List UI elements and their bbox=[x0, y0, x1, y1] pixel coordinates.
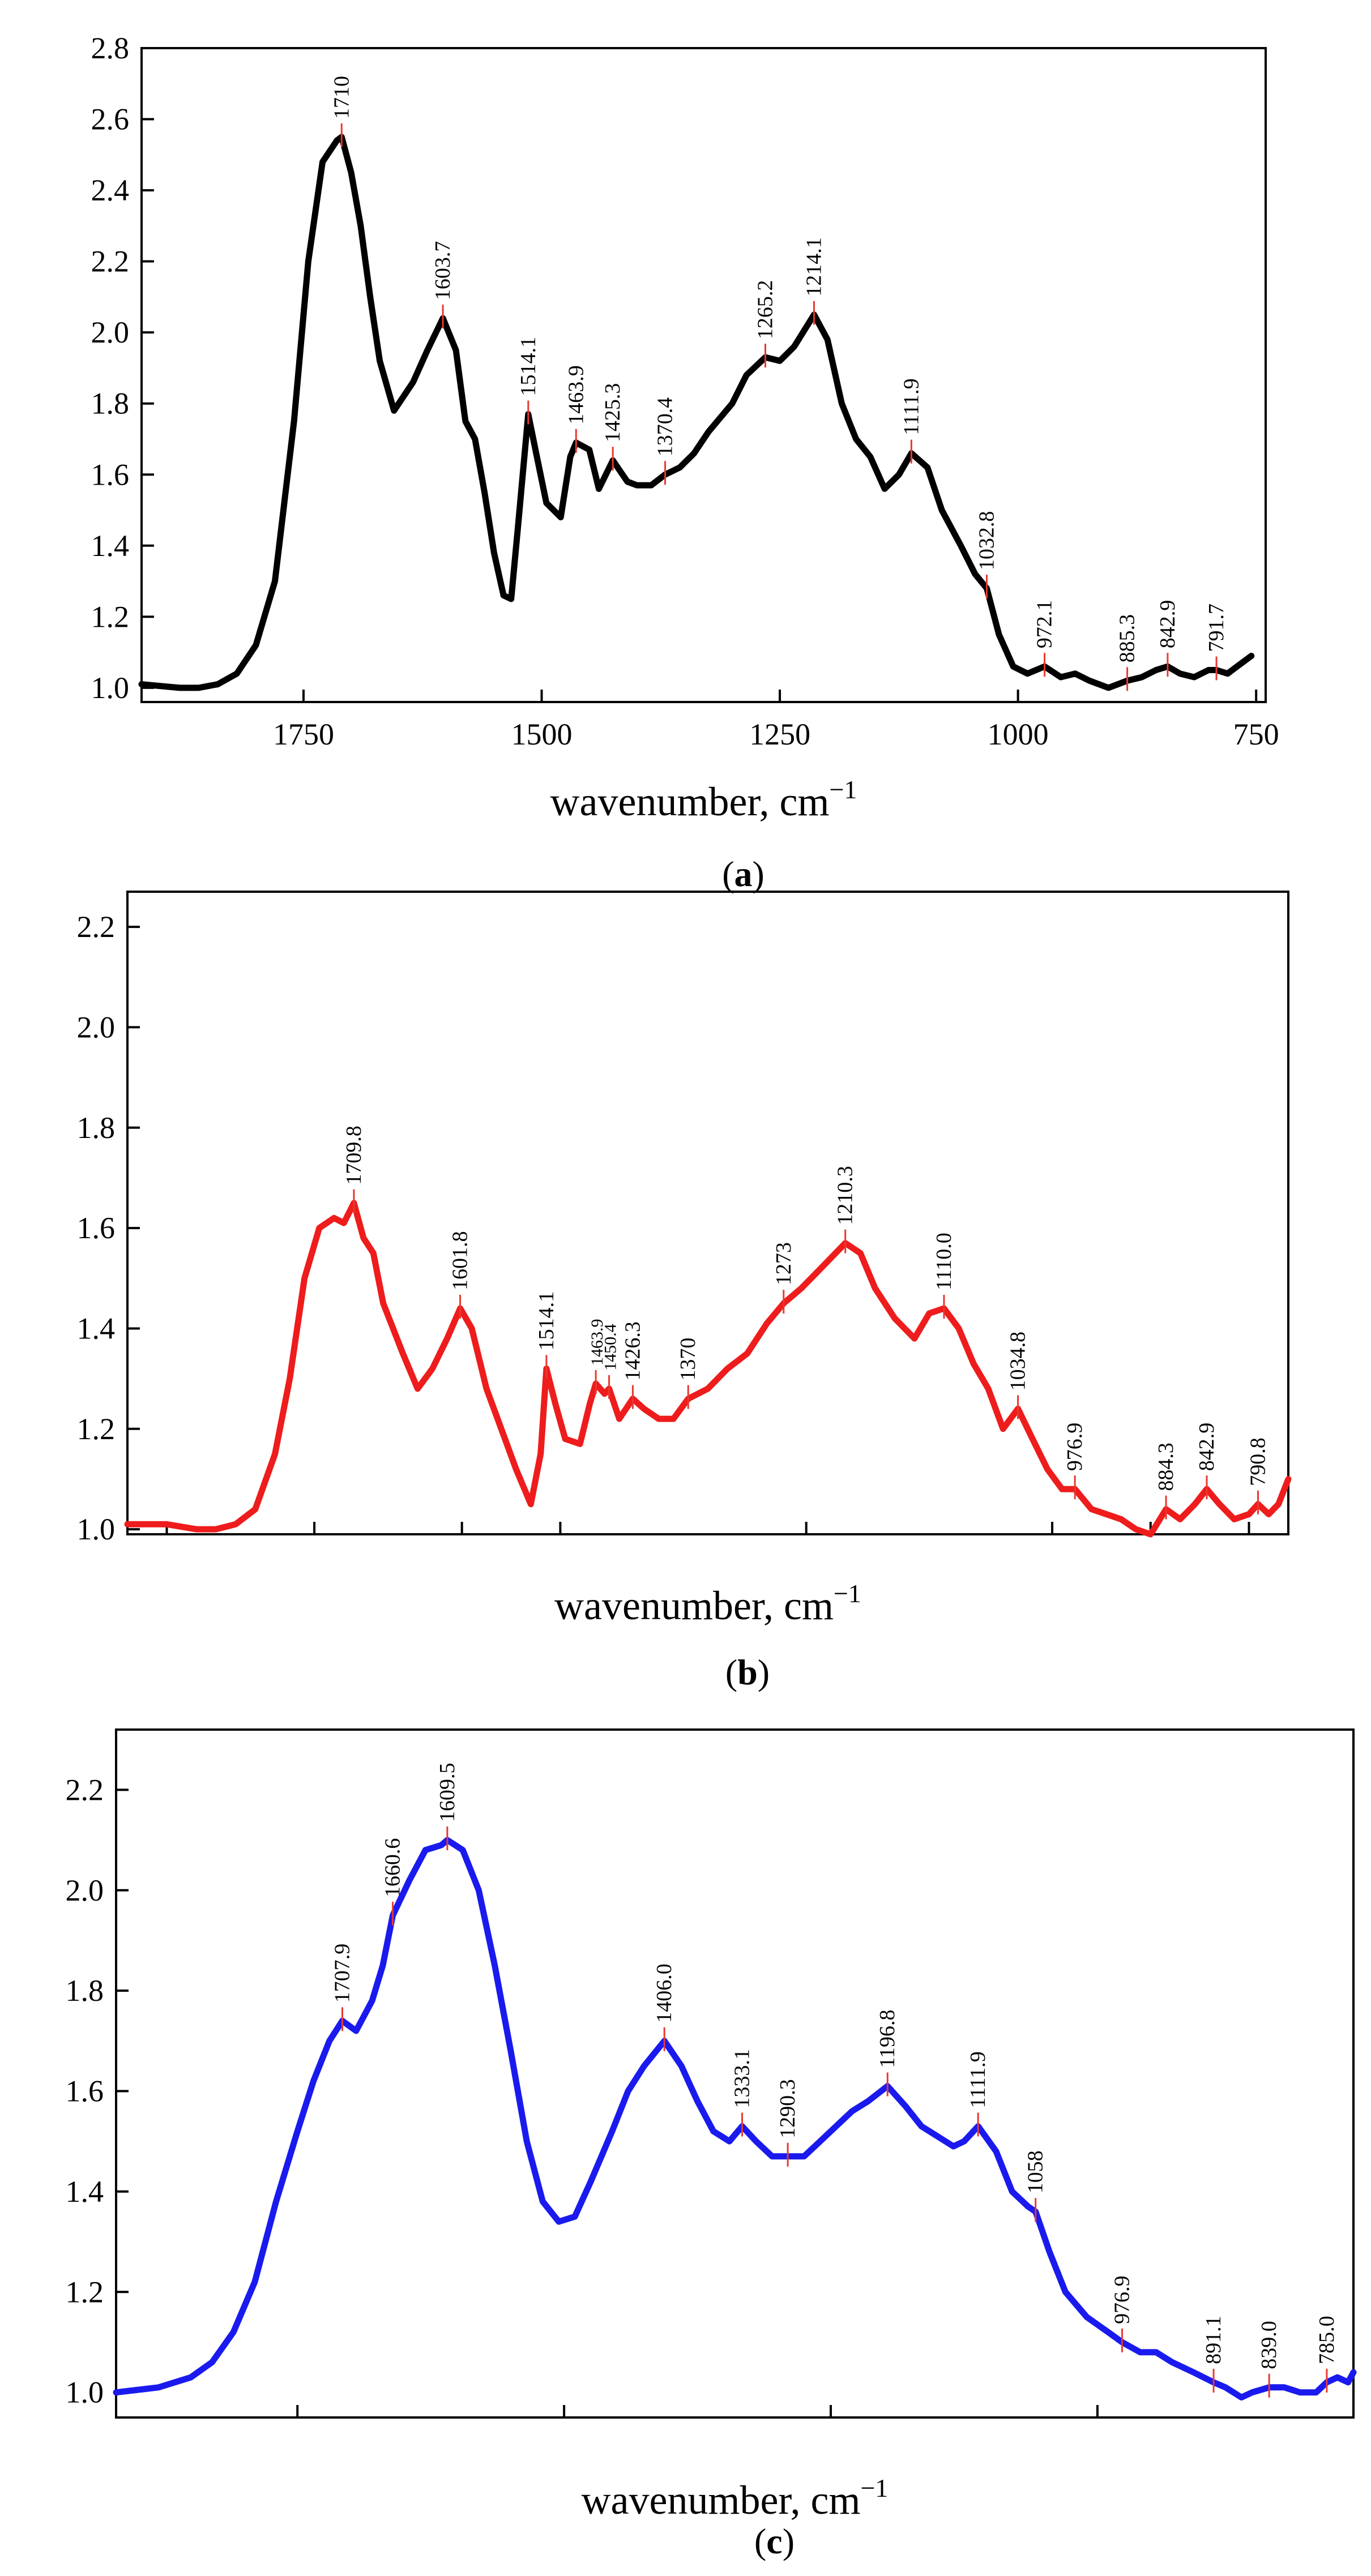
x-tick-label: 1000 bbox=[988, 717, 1049, 751]
panel-letter: b bbox=[737, 1652, 758, 1692]
y-tick-label: 1.6 bbox=[91, 457, 130, 491]
y-tick-label: 2.2 bbox=[77, 910, 116, 944]
x-axis-title: wavenumber, cm−1 bbox=[550, 775, 857, 824]
peak-label: 1603.7 bbox=[431, 241, 455, 301]
peak-label: 1214.1 bbox=[802, 237, 826, 297]
y-tick-label: 2.2 bbox=[66, 1773, 104, 1807]
y-tick-label: 2.8 bbox=[91, 31, 130, 65]
panel-letter: c bbox=[766, 2521, 782, 2561]
peak-label: 1426.3 bbox=[621, 1321, 644, 1381]
peak-label: 1707.9 bbox=[331, 1944, 355, 2003]
peak-label: 1609.5 bbox=[435, 1763, 459, 1822]
spectrum-line bbox=[138, 134, 1255, 691]
y-tick-label: 2.0 bbox=[91, 315, 130, 349]
peak-label: 790.8 bbox=[1246, 1437, 1270, 1486]
plot-frame bbox=[140, 47, 1267, 703]
x-tick-label: 1250 bbox=[749, 717, 810, 751]
y-tick-label: 2.6 bbox=[91, 102, 130, 136]
panel-c: 1.0 1.2 1.4 1.6 1.8 2.0 2.2 1707.9 1660.6 1609.5 1… bbox=[66, 1728, 1357, 2561]
peak-label: 1463.9 bbox=[588, 1319, 607, 1366]
spectrum-line bbox=[113, 1837, 1357, 2400]
peak-label: 1601.8 bbox=[449, 1231, 472, 1290]
x-axis-title-superscript: −1 bbox=[829, 775, 857, 804]
panel-a: 1.0 1.2 1.4 1.6 1.8 2.0 2.2 2.4 2.6 2.8 1750 1500 12… bbox=[91, 31, 1279, 894]
x-axis-title-superscript: −1 bbox=[834, 1579, 861, 1608]
panel-label: (c) bbox=[754, 2521, 795, 2561]
panel-b: 1.0 1.2 1.4 1.6 1.8 2.0 2.2 1709.8 1601.8 1514.1 1… bbox=[77, 891, 1292, 1692]
y-tick-label: 1.4 bbox=[91, 529, 130, 563]
y-tick-label: 2.4 bbox=[91, 173, 130, 207]
x-axis-title: wavenumber, cm−1 bbox=[582, 2474, 889, 2523]
y-tick-label: 1.6 bbox=[66, 2074, 104, 2108]
plot-frame bbox=[115, 1728, 1355, 2419]
peak-label: 976.9 bbox=[1110, 2275, 1134, 2324]
peak-label: 1370.4 bbox=[654, 397, 677, 457]
x-axis-title-text: wavenumber, cm bbox=[550, 779, 830, 824]
peak-label: 891.1 bbox=[1202, 2316, 1225, 2364]
y-tick-label: 1.2 bbox=[66, 2275, 104, 2309]
peak-label: 1290.3 bbox=[776, 2079, 800, 2138]
y-tick-label: 2.0 bbox=[66, 1873, 104, 1907]
peak-label: 1710 bbox=[330, 76, 353, 119]
y-tick-label: 1.8 bbox=[66, 1974, 104, 2008]
y-tick-label: 1.2 bbox=[91, 600, 130, 634]
peak-label: 1210.3 bbox=[834, 1166, 857, 1225]
peak-label: 785.0 bbox=[1315, 2316, 1339, 2364]
peak-label: 1265.2 bbox=[754, 280, 778, 340]
panel-label: (a) bbox=[722, 854, 764, 894]
y-tick-label: 1.0 bbox=[91, 671, 130, 705]
y-tick-label: 1.4 bbox=[77, 1311, 116, 1345]
peak-label: 972.1 bbox=[1033, 600, 1057, 649]
peak-label: 1425.3 bbox=[601, 383, 625, 443]
y-tick-label: 1.4 bbox=[66, 2175, 104, 2209]
y-tick-label: 2.2 bbox=[91, 245, 130, 279]
peak-label: 839.0 bbox=[1257, 2321, 1281, 2369]
y-tick-label: 1.0 bbox=[77, 1512, 116, 1546]
y-tick-label: 2.0 bbox=[77, 1010, 116, 1044]
x-axis-title-text: wavenumber, cm bbox=[554, 1583, 834, 1628]
peak-label: 1111.9 bbox=[966, 2051, 990, 2108]
plot-frame bbox=[126, 891, 1289, 1535]
peak-label: 884.3 bbox=[1154, 1443, 1178, 1491]
peak-label: 1032.8 bbox=[975, 511, 998, 571]
y-tick-label: 1.2 bbox=[77, 1412, 116, 1446]
peak-label: 1709.8 bbox=[342, 1126, 366, 1185]
y-tick-label: 1.6 bbox=[77, 1211, 116, 1245]
peak-label: 791.7 bbox=[1205, 604, 1228, 652]
peak-label: 1406.0 bbox=[652, 1963, 676, 2023]
peak-label: 1111.9 bbox=[899, 378, 923, 435]
peak-label: 1514.1 bbox=[535, 1291, 558, 1351]
y-tick-label: 1.0 bbox=[66, 2376, 104, 2410]
peak-label: 1450.4 bbox=[601, 1324, 620, 1371]
peak-label: 1110.0 bbox=[932, 1233, 956, 1290]
peak-label: 842.9 bbox=[1156, 600, 1180, 649]
peak-label: 1660.6 bbox=[381, 1838, 405, 1898]
panel-letter: a bbox=[734, 854, 753, 894]
x-tick-label: 1750 bbox=[273, 717, 334, 751]
peak-label: 1273 bbox=[772, 1242, 796, 1285]
x-axis-title-superscript: −1 bbox=[860, 2474, 888, 2502]
peak-label: 1370 bbox=[676, 1338, 700, 1381]
y-tick-label: 1.8 bbox=[91, 387, 130, 421]
peak-label: 1463.9 bbox=[564, 365, 588, 425]
x-tick-label: 750 bbox=[1233, 717, 1279, 751]
peak-label: 1514.1 bbox=[516, 337, 540, 396]
peak-label: 1333.1 bbox=[730, 2049, 754, 2108]
spectrum-line bbox=[124, 1200, 1292, 1538]
x-axis-title: wavenumber, cm−1 bbox=[554, 1579, 861, 1628]
x-axis-title-text: wavenumber, cm bbox=[582, 2477, 861, 2523]
peak-label: 1196.8 bbox=[875, 2010, 899, 2068]
x-tick-label: 1500 bbox=[511, 717, 573, 751]
peak-label: 842.9 bbox=[1195, 1423, 1219, 1471]
peak-label: 885.3 bbox=[1116, 614, 1139, 662]
peak-label: 1058 bbox=[1024, 2150, 1048, 2193]
panel-label: (b) bbox=[725, 1652, 770, 1692]
y-tick-label: 1.8 bbox=[77, 1111, 116, 1145]
peak-label: 1034.8 bbox=[1006, 1332, 1030, 1391]
peak-label: 976.9 bbox=[1063, 1423, 1087, 1471]
